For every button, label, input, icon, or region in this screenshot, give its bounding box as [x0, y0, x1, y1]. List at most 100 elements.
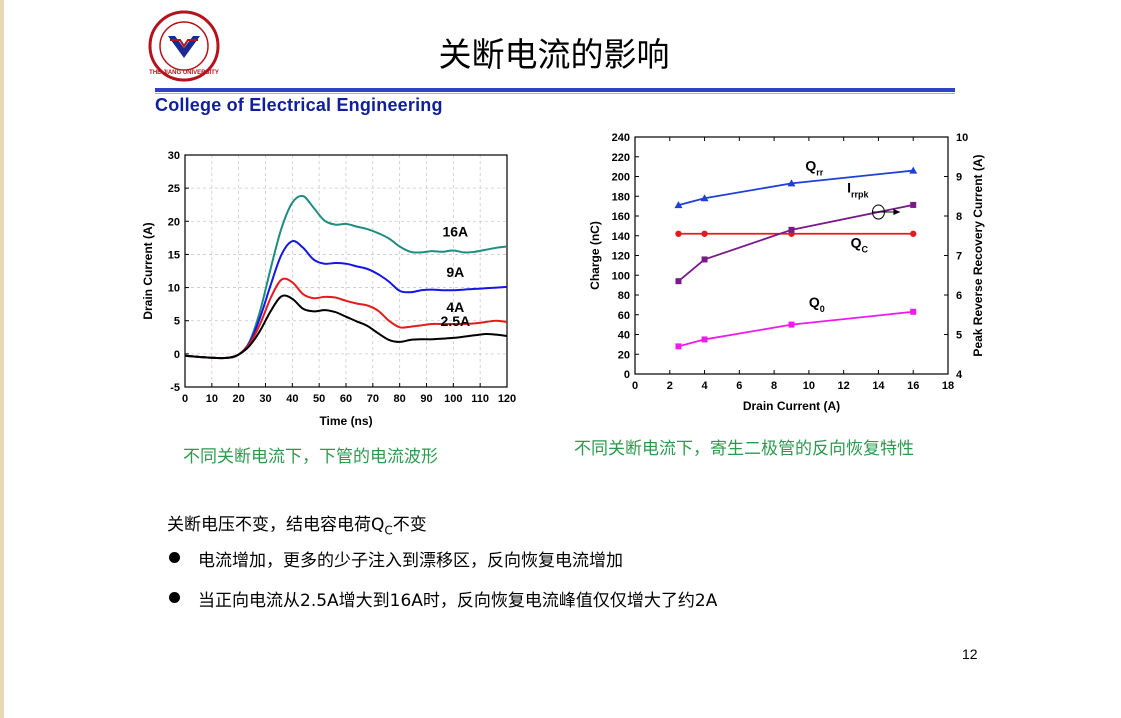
- intro-tail: 不变: [392, 515, 427, 535]
- x-tick-label: 0: [182, 393, 188, 405]
- x-axis-label: Time (ns): [319, 414, 372, 428]
- header-rule: [155, 88, 955, 92]
- zhejiang-university-seal-icon: THE JIANG UNIVERSITY: [148, 10, 220, 82]
- x-tick-label: 40: [286, 393, 298, 405]
- y-right-tick-label: 7: [956, 251, 962, 263]
- intro-line: 关断电压不变，结电容电荷QC不变: [167, 510, 427, 537]
- data-point-qc: [910, 230, 917, 237]
- y-tick-label: 180: [612, 191, 630, 203]
- x-tick-label: 120: [498, 393, 516, 405]
- series-label-q0: Q0: [809, 294, 825, 314]
- x-tick-label: 10: [206, 393, 218, 405]
- data-point-irrpk: [701, 256, 708, 263]
- series-line-9a: [184, 240, 508, 360]
- series-label-irrpk: Irrpk: [847, 179, 869, 199]
- y-right-tick-label: 10: [956, 132, 968, 144]
- x-tick-label: 110: [471, 393, 489, 405]
- y-tick-label: 0: [174, 349, 180, 361]
- y-tick-label: 20: [618, 349, 630, 361]
- series-line-4a: [184, 277, 508, 360]
- series-label-qrr: Qrr: [805, 158, 823, 178]
- right-chart-caption: 不同关断电流下，寄生二极管的反向恢复特性: [574, 439, 914, 459]
- series-line-qrr: [678, 169, 914, 207]
- intro-subscript: C: [384, 523, 393, 538]
- y-right-tick-label: 6: [956, 290, 962, 302]
- page-number: 12: [962, 646, 978, 662]
- x-tick-label: 70: [367, 393, 379, 405]
- bullet-2: 当正向电流从2.5A增大到16A时，反向恢复电流峰值仅仅增大了约2A: [198, 591, 718, 611]
- y-tick-label: 200: [612, 172, 630, 184]
- slide-title: 关断电流的影响: [438, 35, 670, 74]
- series-line-irrpk: [677, 204, 914, 282]
- data-point-irrpk: [788, 226, 795, 233]
- data-point-qc: [701, 230, 708, 237]
- x-tick-label: 90: [420, 393, 432, 405]
- slide-left-border: [0, 0, 4, 718]
- x-tick-label: 14: [872, 380, 885, 392]
- plot-frame: [184, 154, 508, 388]
- x-tick-label: 2: [667, 380, 673, 392]
- y-tick-label: 0: [624, 369, 630, 381]
- y-right-axis-label: Peak Reverse Recovery Current (A): [971, 154, 985, 356]
- y-tick-label: 80: [618, 290, 630, 302]
- x-tick-label: 100: [444, 393, 462, 405]
- header-rule-thin: [155, 93, 955, 94]
- bullet-dot-2: [169, 592, 180, 603]
- y-right-tick-label: 4: [956, 369, 963, 381]
- bullet-dot-1: [169, 552, 180, 563]
- y-tick-label: 240: [612, 132, 630, 144]
- data-point-qrr: [674, 201, 683, 209]
- y-tick-label: 30: [168, 150, 180, 162]
- series-line-q0: [678, 310, 914, 348]
- y-tick-label: 20: [168, 216, 180, 228]
- data-point-qrr: [700, 194, 709, 202]
- college-name: College of Electrical Engineering: [155, 95, 443, 115]
- series-label-16a: 16A: [442, 223, 468, 239]
- x-tick-label: 0: [632, 380, 638, 392]
- data-point-qrr: [909, 166, 918, 174]
- x-tick-label: 50: [313, 393, 325, 405]
- y-tick-label: 160: [612, 211, 630, 223]
- series-label-4a: 4A: [446, 299, 464, 315]
- x-tick-label: 80: [394, 393, 406, 405]
- y-axis-label: Charge (nC): [588, 221, 602, 290]
- y-tick-label: 15: [168, 249, 180, 261]
- y-tick-label: 100: [612, 270, 630, 282]
- y-tick-label: 220: [612, 152, 630, 164]
- y-tick-label: 10: [168, 283, 180, 295]
- data-point-qc: [675, 230, 682, 237]
- y-tick-label: 25: [168, 183, 180, 195]
- x-tick-label: 16: [907, 380, 919, 392]
- plot-frame: [634, 136, 949, 375]
- x-tick-label: 60: [340, 393, 352, 405]
- y-tick-label: 5: [174, 316, 180, 328]
- x-tick-label: 4: [701, 380, 708, 392]
- x-tick-label: 8: [771, 380, 777, 392]
- data-point-irrpk: [910, 201, 917, 208]
- left-chart-caption: 不同关断电流下，下管的电流波形: [183, 447, 438, 467]
- data-point-q0: [701, 336, 708, 343]
- y-right-tick-label: 9: [956, 172, 962, 184]
- series-label-2-5a: 2.5A: [441, 313, 471, 329]
- data-point-irrpk: [675, 278, 682, 285]
- series-label-9a: 9A: [446, 264, 464, 280]
- y-tick-label: 40: [618, 330, 630, 342]
- data-point-qrr: [787, 179, 796, 187]
- series-line-2-5a: [184, 294, 508, 360]
- series-label-qc: QC: [851, 235, 869, 255]
- x-tick-label: 12: [838, 380, 850, 392]
- x-tick-label: 10: [803, 380, 815, 392]
- y-axis-label: Drain Current (A): [141, 222, 155, 319]
- y-right-tick-label: 5: [956, 330, 962, 342]
- x-tick-label: 6: [736, 380, 742, 392]
- logo-seal-text: THE JIANG UNIVERSITY: [149, 70, 219, 76]
- x-tick-label: 30: [259, 393, 271, 405]
- x-tick-label: 18: [942, 380, 954, 392]
- y-tick-label: -5: [170, 382, 180, 394]
- data-point-q0: [675, 343, 682, 350]
- intro-text: 关断电压不变，结电容电荷Q: [167, 515, 385, 535]
- drain-current-waveform-chart: 0 10 20 30 40 50 60 70 80 90 100 110 120-50510152025…: [141, 150, 516, 428]
- y-right-tick-label: 8: [956, 211, 962, 223]
- x-axis-label: Drain Current (A): [743, 399, 840, 413]
- y-tick-label: 140: [612, 231, 630, 243]
